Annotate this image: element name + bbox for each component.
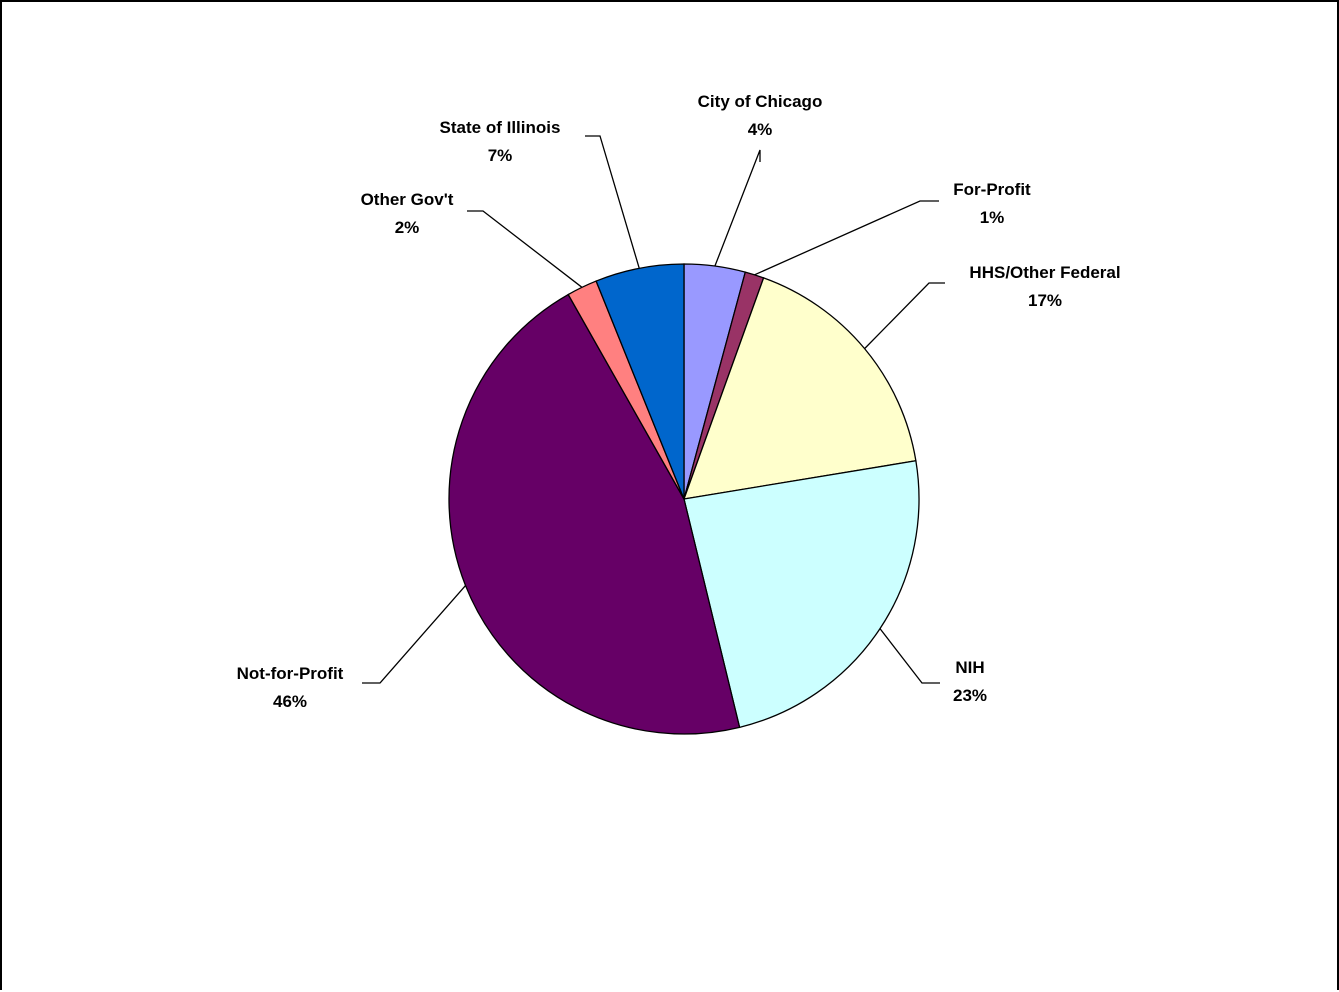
slice-label-name: NIH <box>955 658 984 677</box>
slice-label-name: City of Chicago <box>698 92 823 111</box>
leader-line <box>864 282 945 350</box>
slice-label-name: State of Illinois <box>440 118 561 137</box>
slice-label-percent: 46% <box>273 692 307 711</box>
pie-slice-nih <box>683 460 920 729</box>
slice-label-percent: 23% <box>953 686 987 705</box>
slice-label-percent: 2% <box>395 218 420 237</box>
slice-label-name: HHS/Other Federal <box>969 263 1120 282</box>
pie-slices <box>448 263 920 735</box>
leader-line <box>754 200 939 276</box>
leader-line <box>585 135 640 269</box>
slice-label-percent: 1% <box>980 208 1005 227</box>
slice-labels: City of Chicago 4% For-Profit 1% HHS/Other F… <box>237 92 1121 711</box>
leader-lines <box>362 135 945 684</box>
leader-line <box>879 628 940 684</box>
leader-line <box>362 585 466 684</box>
pie-slice-not-for-profit <box>448 293 741 735</box>
leader-line <box>467 210 583 288</box>
slice-label-percent: 17% <box>1028 291 1062 310</box>
leader-line <box>714 149 761 267</box>
slice-label-percent: 4% <box>748 120 773 139</box>
slice-label-percent: 7% <box>488 146 513 165</box>
pie-slice-hhs-other-federal <box>683 277 917 500</box>
slice-label-name: Other Gov't <box>361 190 454 209</box>
slice-label-name: Not-for-Profit <box>237 664 344 683</box>
slice-label-name: For-Profit <box>953 180 1031 199</box>
